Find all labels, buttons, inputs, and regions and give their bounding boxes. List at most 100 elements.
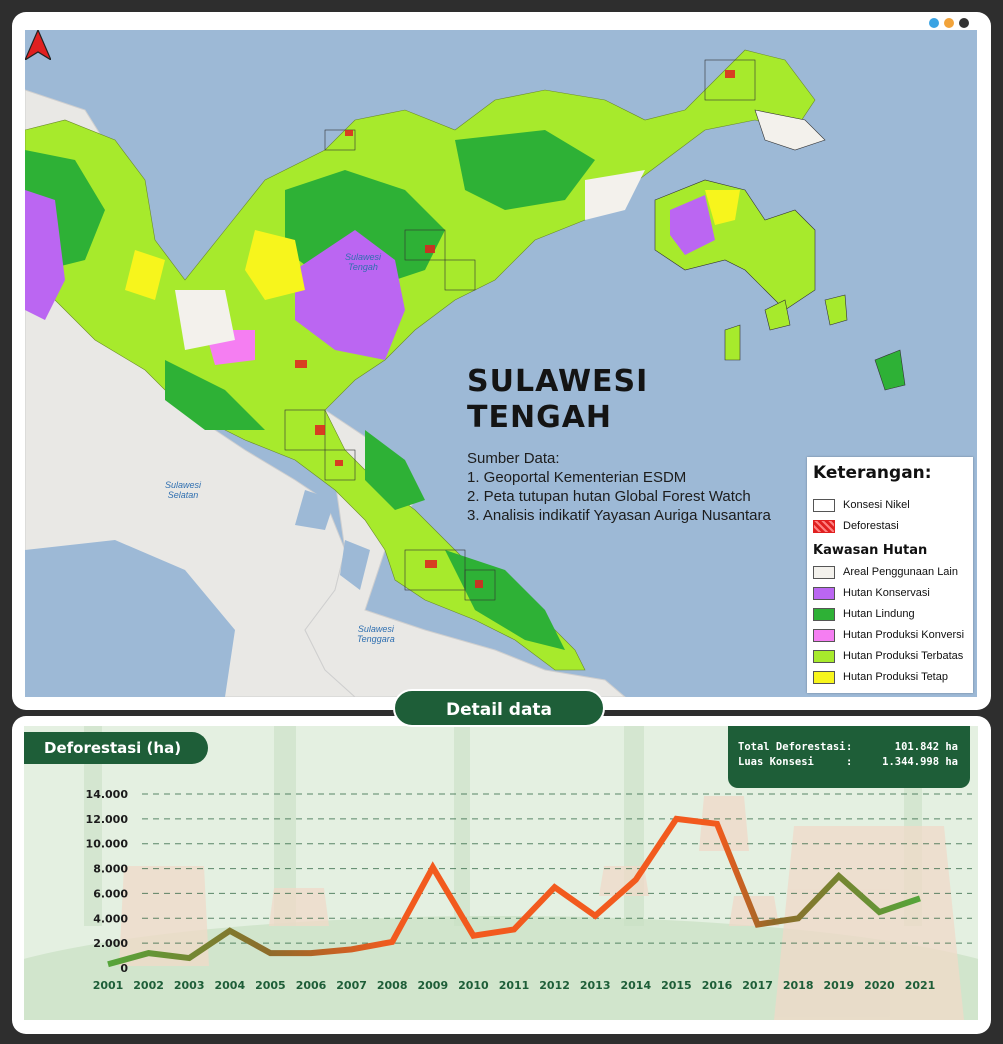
legend-item-apl: Areal Penggunaan Lain [813, 564, 958, 580]
legend-title: Keterangan: [813, 463, 932, 483]
y-tick-label: 6.000 [93, 887, 128, 900]
region-title: SULAWESI TENGAH [467, 364, 649, 435]
data-point [633, 877, 638, 882]
y-tick-label: 14.000 [86, 788, 129, 801]
north-arrow-icon [25, 30, 51, 60]
stat-concession: Luas Konsesi:1.344.998 ha [738, 756, 958, 768]
x-tick-label: 2002 [133, 979, 164, 992]
island-small-2 [764, 299, 791, 331]
island-togean [754, 109, 826, 151]
data-point [309, 951, 314, 956]
chart-plot: 0 2.000 4.000 6.000 8.000 10.000 12.000 14.000 2… [86, 788, 972, 992]
data-point [349, 947, 354, 952]
x-tick-label: 2018 [783, 979, 814, 992]
x-tick-label: 2015 [661, 979, 692, 992]
data-point [836, 874, 841, 879]
y-tick-label: 4.000 [93, 912, 128, 925]
data-point [715, 821, 720, 826]
map-graphic [25, 49, 906, 697]
chart-title: Deforestasi (ha) [24, 732, 208, 764]
x-tick-label: 2020 [864, 979, 895, 992]
data-point [755, 922, 760, 927]
x-tick-label: 2012 [539, 979, 570, 992]
x-tick-label: 2004 [214, 979, 245, 992]
lake-bay [25, 540, 235, 697]
x-tick-label: 2016 [702, 979, 733, 992]
province-mainland [25, 49, 816, 671]
map-label-tengah: Sulawesi Tengah [345, 252, 382, 272]
island-peleng-conservation [670, 195, 715, 255]
protected-forest-3 [365, 430, 425, 510]
legend-item-deforestation: Deforestasi [813, 518, 899, 534]
nickel-concessions [284, 59, 756, 601]
x-tick-label: 2014 [620, 979, 651, 992]
legend-item-protected: Hutan Lindung [813, 606, 915, 622]
data-point [674, 816, 679, 821]
island-peleng-fixed [705, 190, 740, 225]
island-small-1 [724, 324, 741, 361]
data-sources: Sumber Data: 1. Geoportal Kementerian ES… [467, 449, 771, 525]
legend-item-limited: Hutan Produksi Terbatas [813, 648, 963, 664]
data-point [106, 962, 111, 967]
window-dot-orange[interactable] [944, 18, 954, 28]
production-fixed-1 [245, 230, 305, 300]
y-tick-label: 10.000 [86, 838, 129, 851]
data-point [918, 896, 923, 901]
island-small-3 [824, 294, 848, 326]
chart-panel: 0 2.000 4.000 6.000 8.000 10.000 12.000 14.000 2… [12, 716, 991, 1034]
conservation-forest-1 [295, 230, 405, 360]
data-point [552, 885, 557, 890]
map-label-tenggara: Sulawesi Tenggara [357, 624, 395, 644]
deforestation-areas [295, 70, 735, 588]
x-tick-label: 2005 [255, 979, 286, 992]
y-tick-label: 0 [120, 962, 128, 975]
data-point [471, 933, 476, 938]
production-fixed-2 [125, 250, 165, 300]
y-tick-label: 8.000 [93, 863, 128, 876]
x-tick-label: 2008 [377, 979, 408, 992]
sources-heading: Sumber Data: [467, 450, 560, 467]
map-panel: Sulawesi Tengah Sulawesi Selatan Sulawesi T… [12, 12, 991, 710]
island-small-4 [874, 349, 906, 391]
source-item: 3. Analisis indikatif Yayasan Auriga Nus… [467, 507, 771, 524]
lake-small-2 [340, 540, 370, 590]
y-tick-label: 12.000 [86, 813, 129, 826]
series-line [107, 815, 921, 968]
forest-map[interactable]: Sulawesi Tengah Sulawesi Selatan Sulawesi T… [25, 30, 977, 697]
legend-item-conservation: Hutan Konservasi [813, 585, 930, 601]
data-point [877, 910, 882, 915]
window-dot-blue[interactable] [929, 18, 939, 28]
data-point [390, 939, 395, 944]
x-tick-label: 2007 [336, 979, 367, 992]
data-point [593, 913, 598, 918]
x-tick-label: 2001 [93, 979, 124, 992]
legend-item-fixed: Hutan Produksi Tetap [813, 669, 948, 685]
x-tick-label: 2011 [499, 979, 530, 992]
data-point [512, 927, 517, 932]
legend-item-nickel: Konsesi Nikel [813, 497, 910, 513]
lake-small [295, 490, 335, 530]
x-tick-label: 2010 [458, 979, 489, 992]
protected-forest-4 [445, 550, 565, 650]
data-point [796, 916, 801, 921]
source-item: 1. Geoportal Kementerian ESDM [467, 469, 687, 486]
x-tick-label: 2021 [905, 979, 936, 992]
map-label-selatan: Sulawesi Selatan [165, 480, 202, 500]
window-controls [929, 18, 969, 28]
detail-data-button[interactable]: Detail data [393, 689, 605, 727]
data-point [227, 928, 232, 933]
protected-forest-6 [165, 360, 265, 430]
x-tick-label: 2006 [296, 979, 327, 992]
x-tick-label: 2013 [580, 979, 611, 992]
legend-subtitle: Kawasan Hutan [813, 543, 928, 558]
map-legend: Keterangan: Konsesi Nikel Deforestasi Ka… [807, 457, 973, 693]
stats-box: Total Deforestasi:101.842 ha Luas Konses… [728, 726, 970, 788]
deforestation-chart: 0 2.000 4.000 6.000 8.000 10.000 12.000 14.000 2… [24, 726, 978, 1020]
legend-item-conversion: Hutan Produksi Konversi [813, 627, 964, 643]
other-use-1 [175, 290, 235, 350]
window-dot-dark[interactable] [959, 18, 969, 28]
conservation-forest-2 [25, 190, 65, 320]
x-tick-label: 2017 [742, 979, 773, 992]
x-tick-label: 2003 [174, 979, 205, 992]
stat-total: Total Deforestasi:101.842 ha [738, 741, 958, 753]
